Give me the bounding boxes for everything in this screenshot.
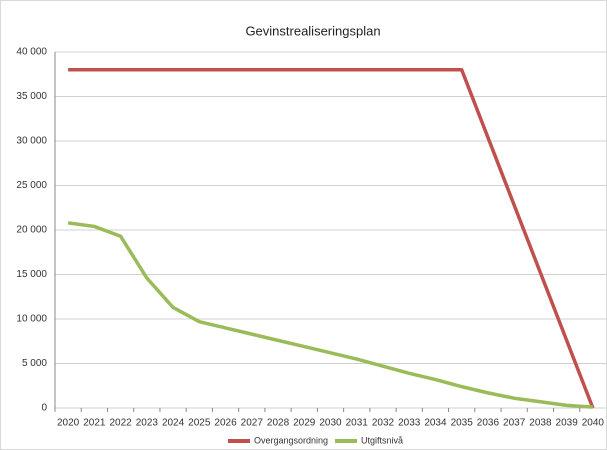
y-tick-label: 20 000	[16, 225, 47, 236]
x-tick-label: 2031	[346, 418, 369, 429]
y-tick-label: 10 000	[16, 314, 47, 325]
x-tick-label: 2024	[162, 418, 185, 429]
y-tick-label: 40 000	[16, 47, 47, 58]
x-tick-label: 2025	[188, 418, 211, 429]
y-tick-label: 5 000	[22, 358, 47, 369]
x-tick-label: 2020	[57, 418, 80, 429]
x-tick-label: 2029	[293, 418, 316, 429]
legend-label: Overgangsordning	[254, 435, 328, 445]
y-tick-label: 15 000	[16, 269, 47, 280]
y-tick-label: 25 000	[16, 180, 47, 191]
y-tick-label: 30 000	[16, 136, 47, 147]
line-series	[67, 221, 593, 409]
x-tick-label: 2022	[109, 418, 132, 429]
x-tick-label: 2039	[556, 418, 579, 429]
x-tick-label: 2035	[451, 418, 474, 429]
x-tick-label: 2037	[503, 418, 526, 429]
x-tick-label: 2027	[241, 418, 264, 429]
x-tick-label: 2036	[477, 418, 500, 429]
legend-label: Utgiftsnivå	[361, 435, 403, 445]
x-tick-label: 2023	[136, 418, 159, 429]
x-tick-label: 2038	[529, 418, 552, 429]
x-tick-label: 2032	[372, 418, 395, 429]
x-tick-label: 2034	[424, 418, 447, 429]
x-tick-label: 2026	[214, 418, 237, 429]
x-tick-label: 2021	[83, 418, 106, 429]
line-series	[68, 68, 595, 409]
x-tick-label: 2033	[398, 418, 421, 429]
x-tick-label: 2028	[267, 418, 290, 429]
y-tick-label: 35 000	[16, 91, 47, 102]
y-tick-label: 0	[41, 403, 47, 414]
chart-title: Gevinstrealiseringsplan	[245, 23, 380, 38]
x-tick-label: 2040	[582, 418, 605, 429]
x-tick-label: 2030	[319, 418, 342, 429]
